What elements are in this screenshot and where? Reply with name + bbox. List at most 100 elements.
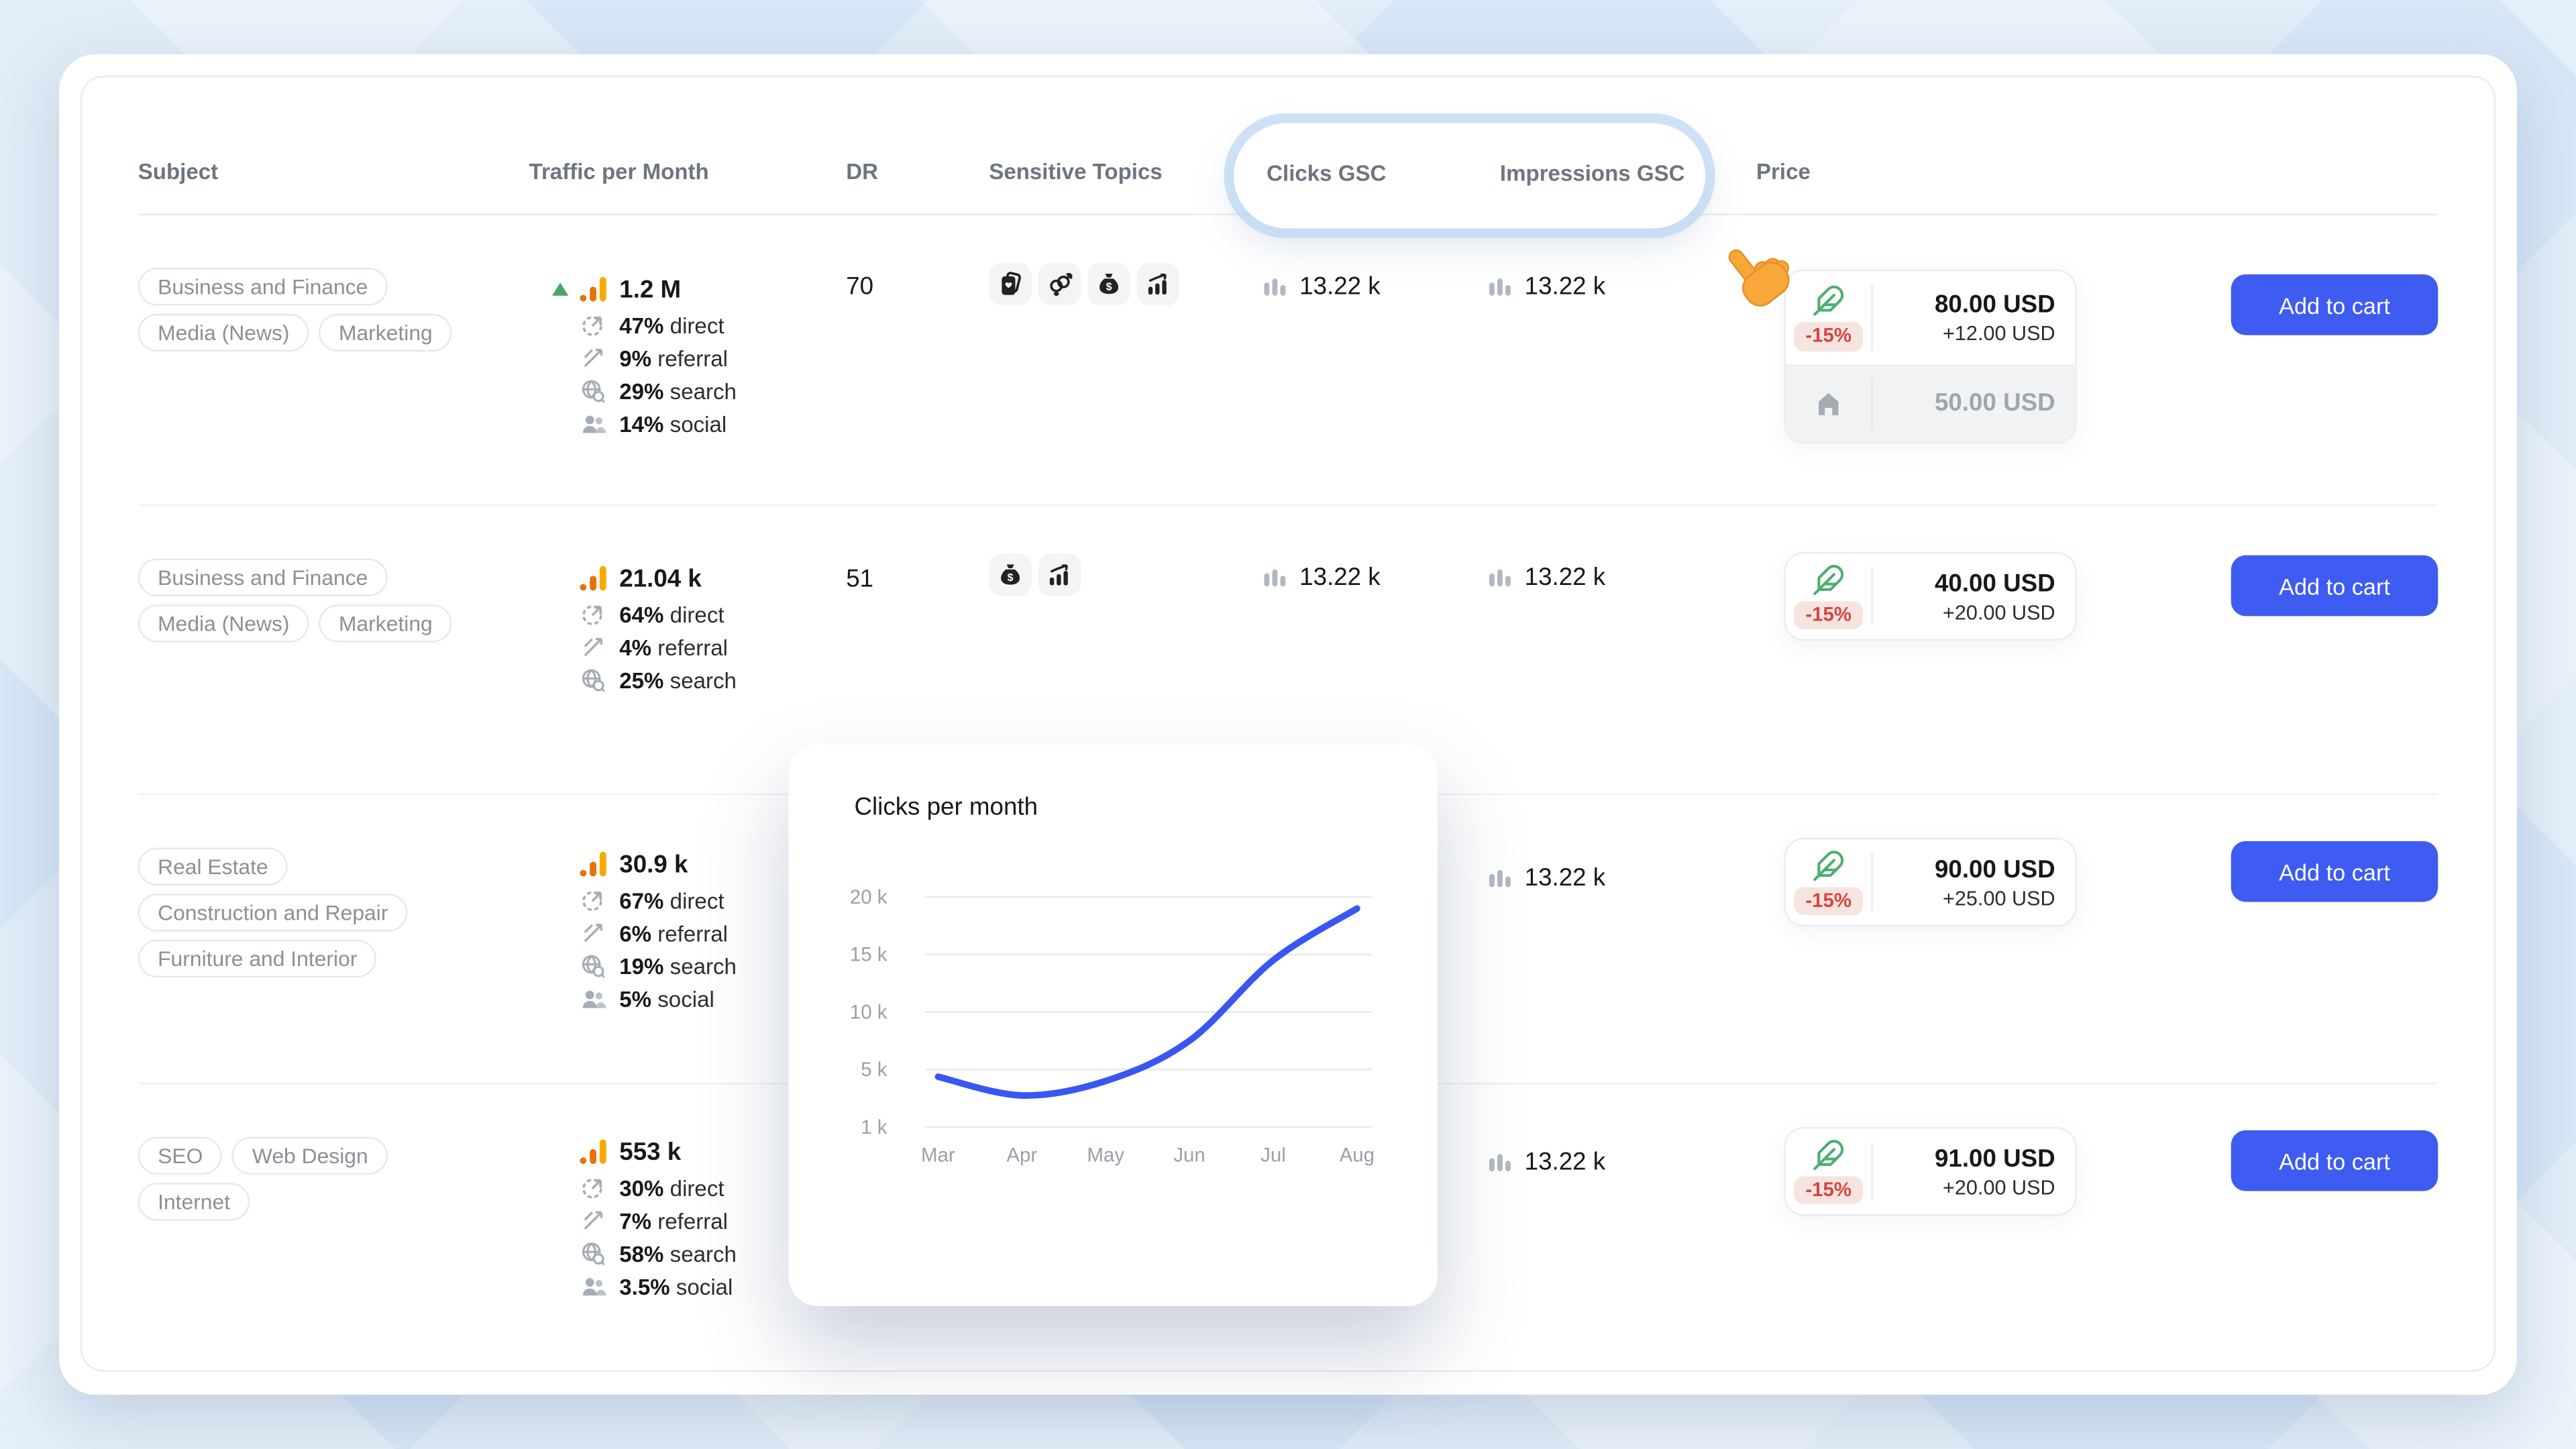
subject-tag: Furniture and Interior [138,939,377,978]
impressions-gsc-value: 13.22 k [1487,564,1605,592]
price-option-card[interactable]: -15% 90.00 USD +25.00 USD [1784,837,2077,927]
price-main: 40.00 USD [1934,569,2055,598]
add-to-cart-button[interactable]: Add to cart [2231,555,2438,616]
analytics-bars-icon [578,1137,608,1167]
column-header-subject: Subject [138,159,219,184]
column-header-impressions-gsc: Impressions GSC [1499,161,1685,186]
mini-bar-chart-icon [1487,865,1513,891]
money-bag-icon: $ [1087,262,1130,306]
traffic-value: 553 k [578,1137,681,1167]
row-divider [138,504,2438,506]
chart-x-labels: Mar Apr May Jun Jul Aug [921,1143,1375,1167]
add-to-cart-button[interactable]: Add to cart [2231,841,2438,902]
subject-tag: Real Estate [138,847,288,886]
feather-leaf-icon [1812,1138,1845,1171]
impressions-gsc-value: 13.22 k [1487,273,1605,301]
svg-text:$: $ [1106,282,1112,293]
sensitive-topics: $ [989,262,1180,306]
price-extra: +25.00 USD [1943,886,2055,910]
subject-tag: Business and Finance [138,268,388,306]
price-main: 91.00 USD [1934,1144,2055,1173]
discount-badge: -15% [1794,1176,1864,1205]
traffic-value: 21.04 k [578,564,702,593]
price-secondary: 50.00 USD [1934,389,2055,418]
traffic-number: 21.04 k [619,564,702,592]
base-price-row[interactable]: 50.00 USD [1786,366,2076,442]
traffic-number: 553 k [619,1137,682,1166]
analytics-bars-icon [578,564,608,593]
column-header-dr: DR [846,159,878,184]
traffic-sources: 67% direct 6% referral 19% search 5% soc… [580,887,737,1012]
column-header-clicks-gsc: Clicks GSC [1267,161,1387,186]
feather-leaf-icon [1812,564,1845,596]
impressions-gsc-value: 13.22 k [1487,1148,1605,1176]
price-option-card[interactable]: -15% 80.00 USD +12.00 USD 50.00 USD [1784,269,2077,444]
price-main: 80.00 USD [1934,290,2055,319]
mini-bar-chart-icon [1262,564,1288,590]
gambling-cards-icon [989,262,1032,306]
social-icon [580,411,606,437]
add-to-cart-button[interactable]: Add to cart [2231,1130,2438,1191]
discount-badge: -15% [1794,322,1864,352]
search-icon [580,953,606,979]
price-main: 90.00 USD [1934,855,2055,883]
discount-badge: -15% [1794,887,1864,916]
social-icon [580,1273,606,1299]
subject-tag: Internet [138,1183,250,1221]
direct-icon [580,601,606,627]
traffic-value: 30.9 k [578,849,688,879]
direct-icon [580,887,606,913]
subject-tag: Media (News) [138,313,309,352]
referral-icon [580,920,606,946]
table-row-1-subject: Business and Finance Media (News) Market… [138,268,453,352]
social-icon [580,985,606,1012]
analytics-bars-icon [578,274,608,304]
discount-badge: -15% [1794,601,1864,630]
price-extra: +12.00 USD [1943,322,2055,345]
subject-tag: SEO [138,1136,223,1175]
search-icon [580,378,606,404]
money-bag-icon: $ [989,553,1032,596]
dating-gender-icon [1038,262,1081,306]
subject-tag: Business and Finance [138,558,388,596]
mini-bar-chart-icon [1487,274,1513,300]
table-row-3-subject: Real Estate Construction and Repair Furn… [138,847,408,978]
traffic-sources: 47% direct 9% referral 29% search 14% so… [580,312,737,437]
column-header-price: Price [1756,159,1811,184]
table-panel [80,75,2496,1372]
feather-leaf-icon [1812,849,1845,882]
direct-icon [580,1175,606,1201]
column-header-traffic: Traffic per Month [529,159,709,184]
sensitive-topics: $ [989,553,1081,596]
trading-growth-icon [1038,553,1081,596]
svg-text:$: $ [1008,572,1014,584]
subject-tag: Marketing [319,313,453,352]
referral-icon [580,345,606,371]
price-option-card[interactable]: -15% 40.00 USD +20.00 USD [1784,551,2077,641]
direct-icon [580,312,606,338]
dr-value: 51 [846,565,874,594]
clicks-gsc-value: 13.22 k [1262,564,1381,592]
traffic-number: 30.9 k [619,850,688,878]
clicks-gsc-value: 13.22 k [1262,273,1381,301]
subject-tag: Web Design [232,1136,388,1175]
clicks-chart-svg [924,896,1372,1128]
feather-leaf-icon [1812,285,1845,318]
add-to-cart-button[interactable]: Add to cart [2231,274,2438,335]
subject-tag: Construction and Repair [138,894,408,932]
analytics-bars-icon [578,849,608,879]
column-header-sensitive-topics: Sensitive Topics [989,159,1163,184]
traffic-sources: 30% direct 7% referral 58% search 3.5% s… [580,1175,737,1299]
gsc-columns-highlight[interactable]: Clicks GSC Impressions GSC [1234,123,1706,229]
table-row-2-subject: Business and Finance Media (News) Market… [138,558,453,643]
trading-growth-icon [1136,262,1180,306]
price-option-card[interactable]: -15% 91.00 USD +20.00 USD [1784,1127,2077,1216]
price-extra: +20.00 USD [1943,1175,2055,1199]
traffic-number: 1.2 M [619,275,682,303]
popup-title: Clicks per month [854,793,1038,822]
mini-bar-chart-icon [1487,1149,1513,1175]
table-row-4-subject: SEO Web Design Internet [138,1136,388,1221]
traffic-sources: 64% direct 4% referral 25% search [580,601,737,693]
